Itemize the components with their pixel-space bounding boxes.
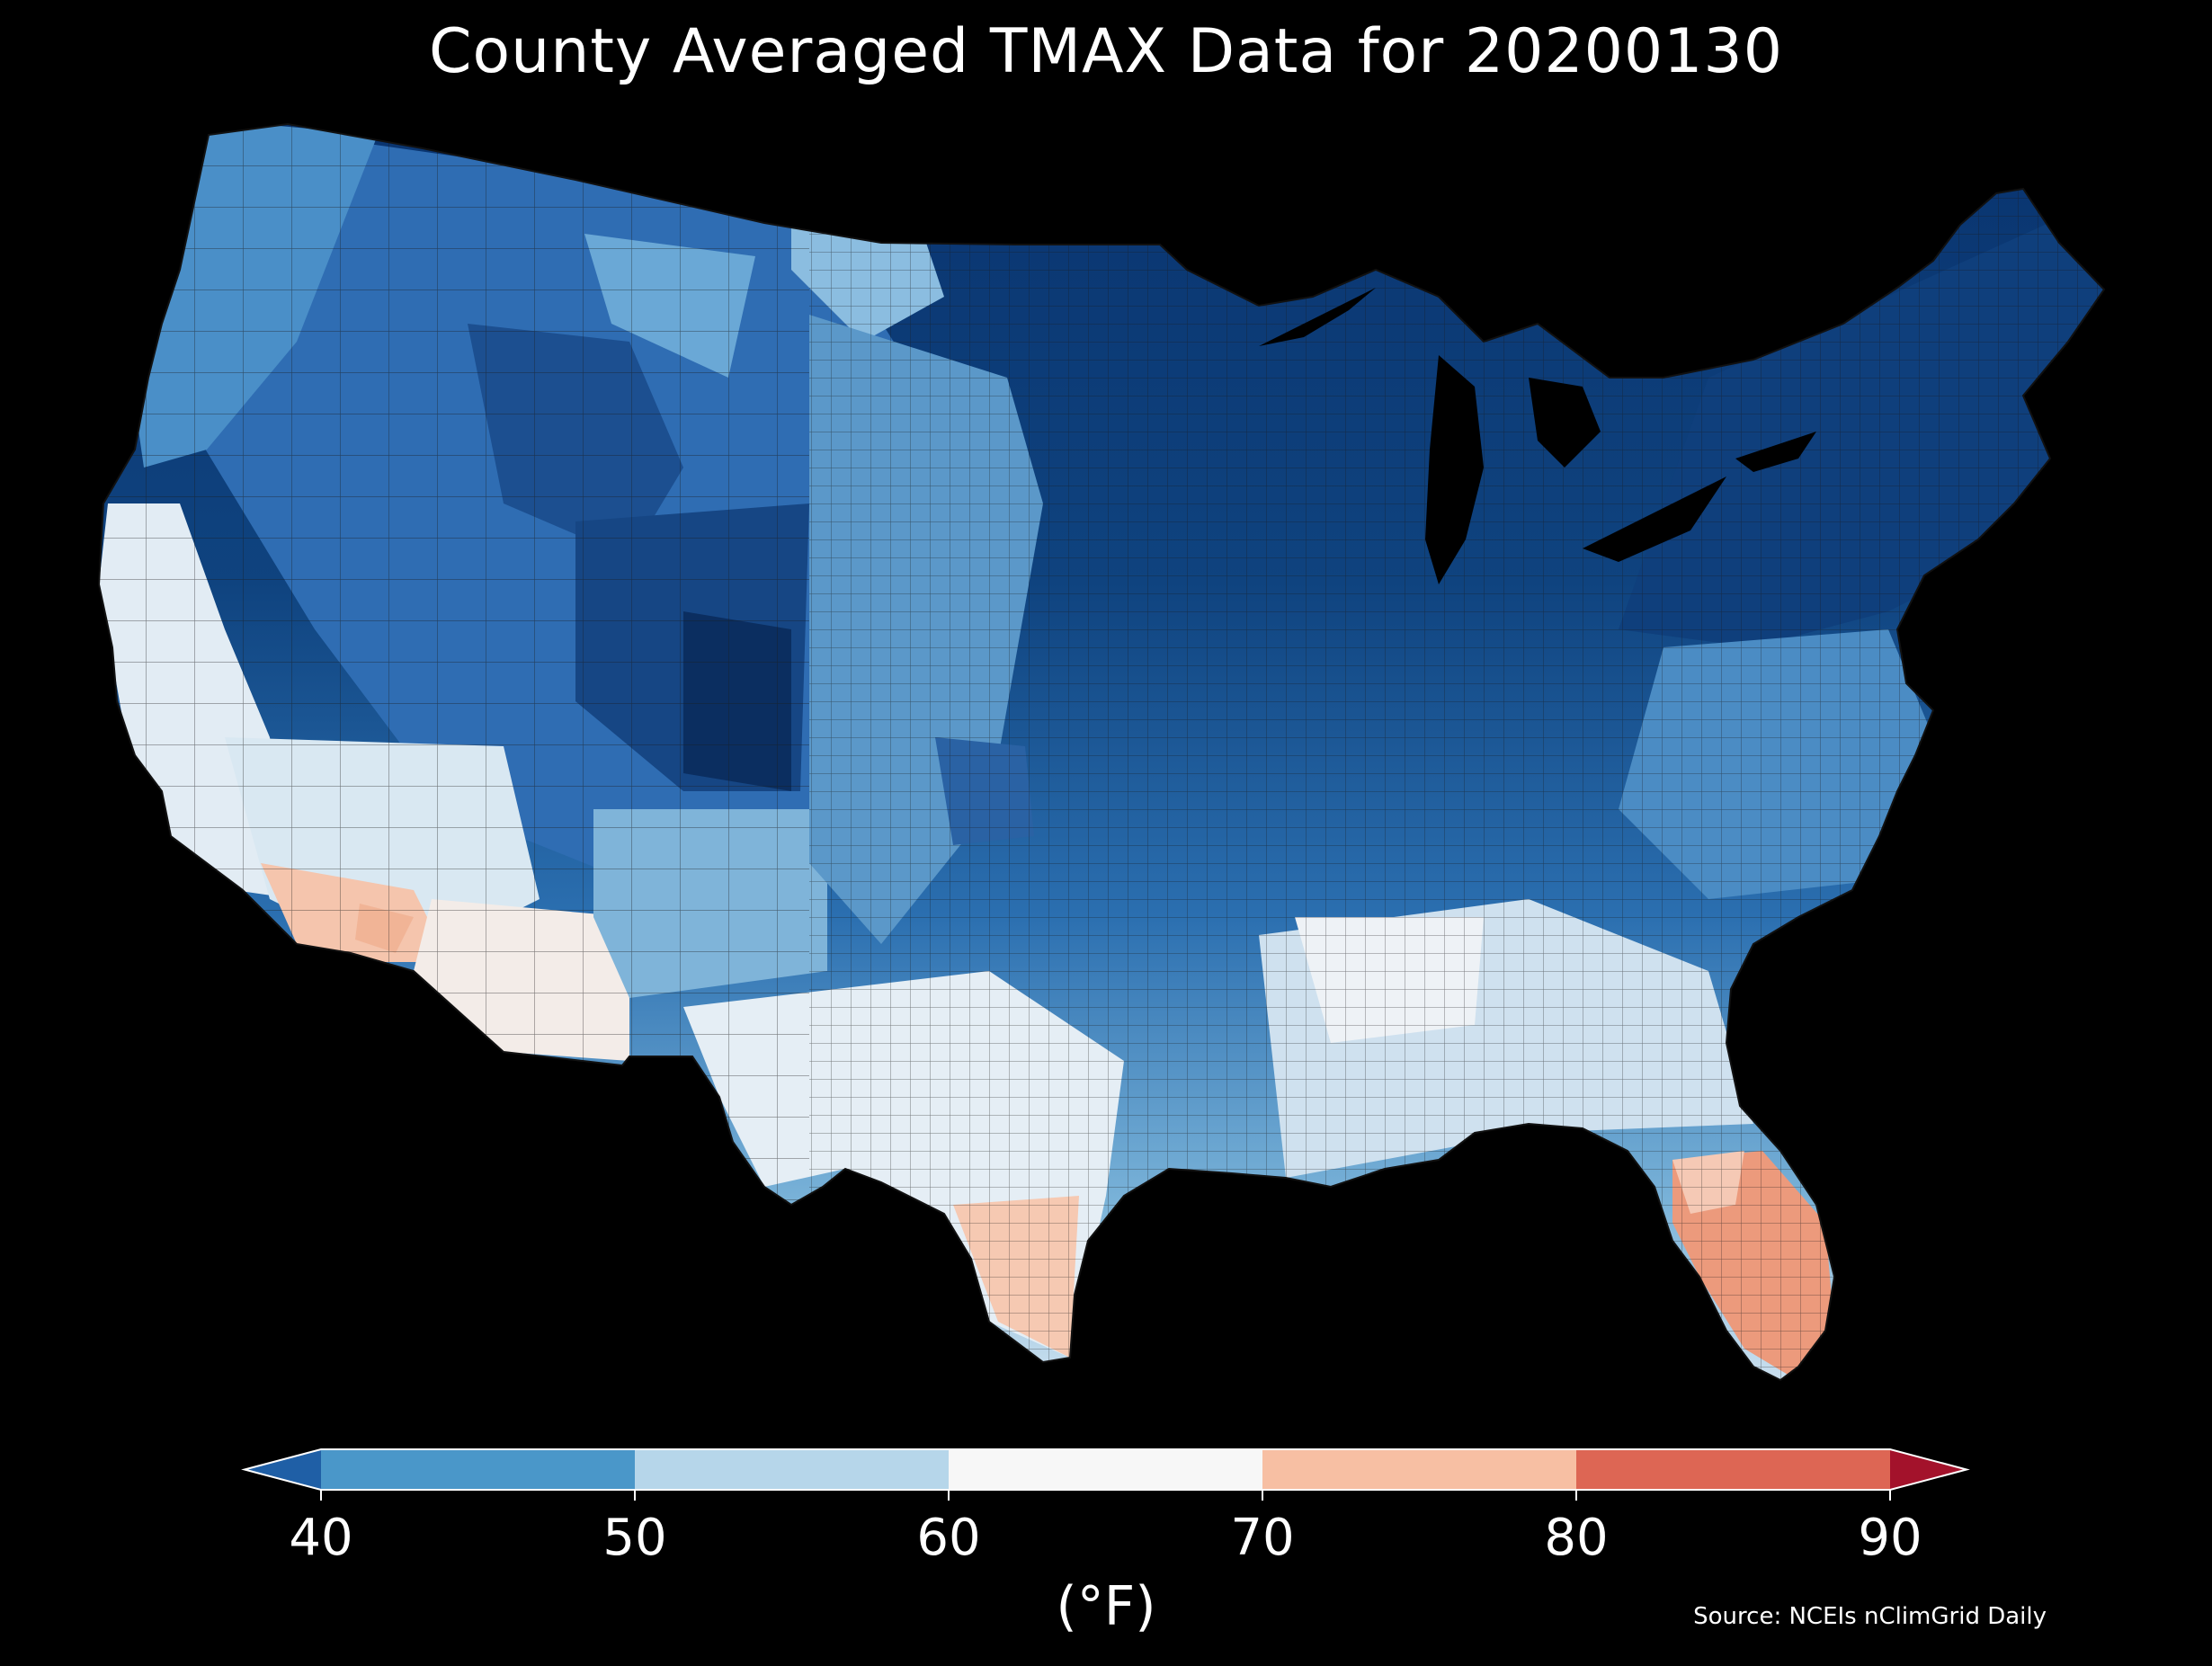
colorbar-bin	[635, 1449, 949, 1490]
colorbar-tick-label: 70	[1230, 1509, 1294, 1567]
colorbar-label: (°F)	[1056, 1575, 1156, 1638]
colorbar-tick-label: 40	[289, 1509, 352, 1567]
great-lakes	[1259, 288, 1816, 584]
colorbar-extend-low	[245, 1449, 321, 1490]
colorbar-bin	[1576, 1449, 1890, 1490]
colorbar-tick-label: 90	[1858, 1509, 1922, 1567]
colorbar-extend-high	[1890, 1449, 1967, 1490]
colorbar-tick-label: 80	[1544, 1509, 1608, 1567]
colorbar-bin	[321, 1449, 635, 1490]
colorbar-bin	[1262, 1449, 1576, 1490]
source-note: Source: NCEIs nClimGrid Daily	[1693, 1603, 2047, 1630]
colorbar-bin	[949, 1449, 1262, 1490]
map-title: County Averaged TMAX Data for 20200130	[429, 16, 1783, 87]
colorbar-tick-label: 50	[602, 1509, 666, 1567]
colorbar-tick-label: 60	[916, 1509, 980, 1567]
